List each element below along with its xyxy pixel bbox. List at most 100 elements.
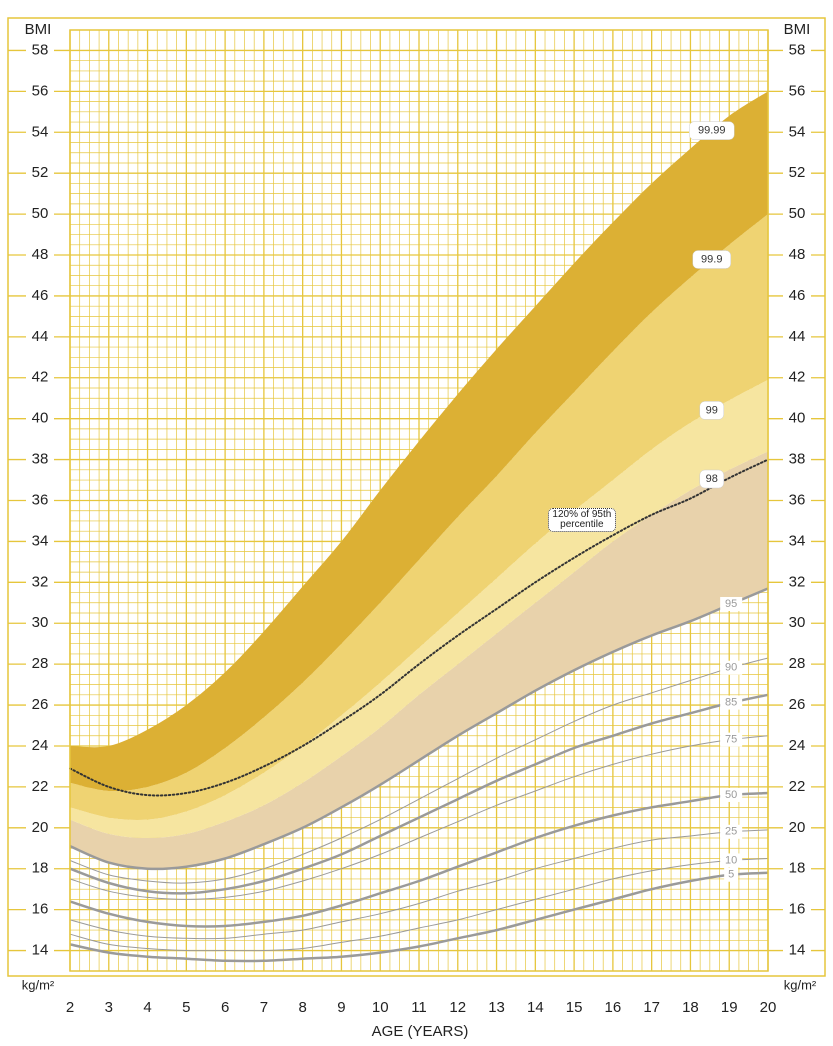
percentile-line <box>69 791 769 928</box>
y-tick-label: 20 <box>32 819 49 836</box>
y-tick-label: 44 <box>32 328 49 345</box>
y-tick-label: 30 <box>32 614 49 631</box>
label-bg <box>692 250 732 269</box>
percentile-line <box>69 587 769 871</box>
tick-label-bg <box>783 205 811 224</box>
y-tick-label: 44 <box>789 328 806 345</box>
y-unit-right: kg/m² <box>784 977 817 992</box>
legend-entry: 99 <box>706 404 718 416</box>
tick-label-bg <box>783 614 811 633</box>
tick-label-bg <box>26 41 54 60</box>
y-tick-label: 14 <box>789 942 806 959</box>
x-tick-label: 16 <box>605 999 622 1016</box>
y-tick-label: 32 <box>789 573 806 590</box>
tick-label-bg <box>26 573 54 592</box>
reference-line <box>69 458 769 797</box>
label-bg <box>699 469 725 489</box>
percentile-line <box>69 735 769 900</box>
y-tick-label: 48 <box>789 246 806 263</box>
x-tick-label: 6 <box>221 999 229 1016</box>
y-tick-label: 40 <box>789 410 806 427</box>
x-axis-label: AGE (YEARS) <box>372 1023 469 1040</box>
label-bg <box>724 867 739 882</box>
areas <box>70 91 768 869</box>
y-tick-label: 34 <box>32 532 49 549</box>
tick-label-bg <box>783 777 811 796</box>
y-tick-label: 20 <box>789 819 806 836</box>
x-tick-label: 4 <box>143 999 151 1016</box>
tick-label-bg <box>26 614 54 633</box>
y-tick-label: 28 <box>32 655 49 672</box>
x-tick-label: 20 <box>760 999 777 1016</box>
tick-label-bg <box>783 450 811 469</box>
y-tick-label: 54 <box>789 123 806 140</box>
x-tick-label: 17 <box>643 999 660 1016</box>
tick-label-bg <box>26 777 54 796</box>
tick-label-bg <box>26 409 54 428</box>
band-area <box>70 214 768 820</box>
tick-label-bg <box>26 123 54 142</box>
outer-frame <box>7 17 826 977</box>
y-tick-label: 38 <box>32 451 49 468</box>
y-tick-label: 40 <box>32 410 49 427</box>
y-tick-label: 46 <box>789 287 806 304</box>
tick-label-bg <box>783 368 811 387</box>
y-tick-label: 52 <box>789 164 806 181</box>
y-tick-label: 32 <box>32 573 49 590</box>
x-tick-label: 10 <box>372 999 389 1016</box>
y-tick-label: 22 <box>32 778 49 795</box>
labels: 5 10 25 50 75 85 90 95 98 99 99.9 99.99 120% of 95th… <box>547 121 743 882</box>
y-tick-label: 36 <box>32 491 49 508</box>
y-tick-label: 18 <box>32 860 49 877</box>
label-bg <box>720 732 743 747</box>
y-tick-label: 56 <box>789 82 806 99</box>
legend-entry: 120% of 95th percentile <box>547 508 616 533</box>
legend-entry: 99.9 <box>701 253 722 265</box>
y-axis-label-right: BMI <box>784 21 811 38</box>
tick-label-bg <box>783 859 811 878</box>
tick-label-bg <box>26 532 54 551</box>
x-tick-label: 14 <box>527 999 544 1016</box>
tick-label-bg <box>783 286 811 305</box>
tick-label-bg <box>783 532 811 551</box>
tick-label-bg <box>26 368 54 387</box>
tick-label-bg <box>783 736 811 755</box>
x-tick-label: 19 <box>721 999 738 1016</box>
y-tick-label: 48 <box>32 246 49 263</box>
tick-label-bg <box>26 286 54 305</box>
percentile-line <box>69 829 769 940</box>
y-tick-label: 54 <box>32 123 49 140</box>
y-tick-label: 46 <box>32 287 49 304</box>
x-tick-label: 7 <box>260 999 268 1016</box>
y-tick-label: 38 <box>789 451 806 468</box>
label-bg <box>720 597 743 612</box>
label-bg <box>689 121 735 140</box>
y-axis-label-left: BMI <box>25 21 52 38</box>
tick-label-bg <box>26 696 54 715</box>
tick-label-bg <box>26 818 54 837</box>
label-bg <box>699 401 725 420</box>
tick-label-bg <box>26 900 54 919</box>
tick-label-bg <box>26 450 54 469</box>
y-tick-label: 36 <box>789 491 806 508</box>
y-tick-label: 50 <box>789 205 806 222</box>
tick-label-bg <box>26 327 54 346</box>
tick-label-bg <box>783 818 811 837</box>
tick-label-bg <box>26 246 54 265</box>
y-tick-label: 14 <box>32 942 49 959</box>
x-tick-label: 3 <box>105 999 113 1016</box>
band-area <box>70 379 768 838</box>
percentile-line <box>69 871 769 963</box>
tick-label-bg <box>26 941 54 960</box>
y-tick-label: 26 <box>32 696 49 713</box>
y-tick-label: 18 <box>789 860 806 877</box>
y-tick-label: 58 <box>32 41 49 58</box>
x-tick-label: 2 <box>66 999 74 1016</box>
y-tick-label: 42 <box>789 369 806 386</box>
tick-label-bg <box>783 82 811 101</box>
legend-entry: 90 <box>725 662 737 674</box>
band-area <box>70 91 768 792</box>
label-bg <box>720 853 743 868</box>
label-bg <box>720 787 743 802</box>
